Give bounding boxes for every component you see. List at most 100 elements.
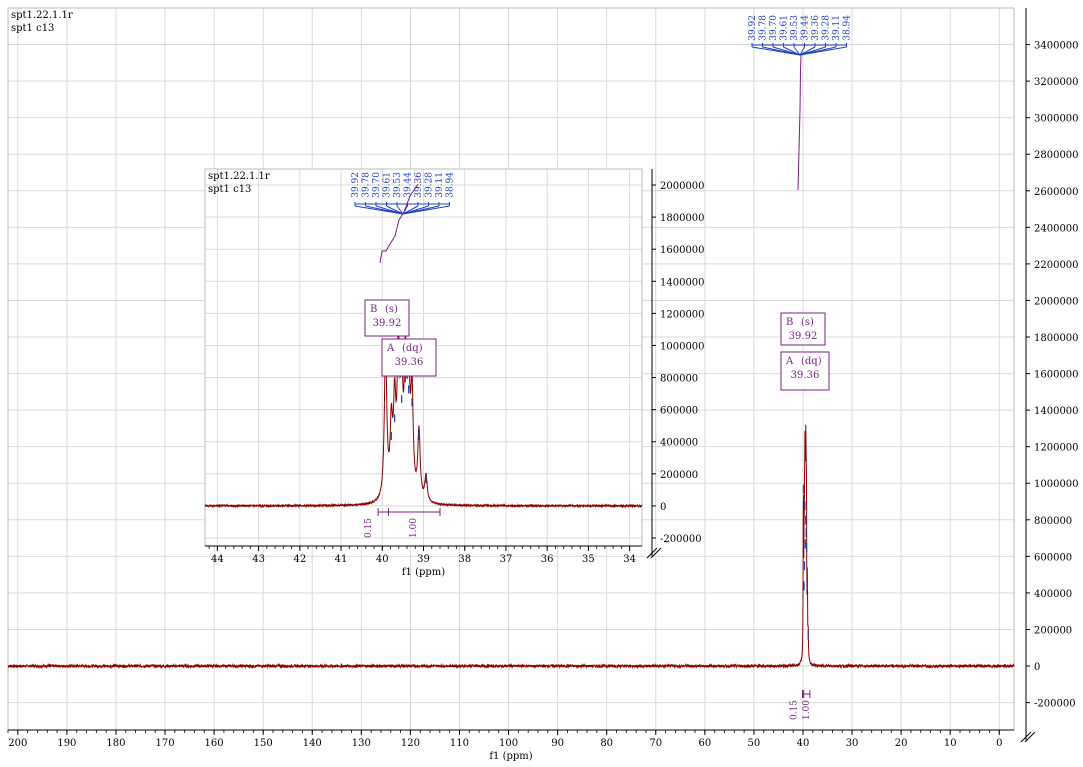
y-tick-label: 3400000 [1034,41,1079,52]
peak-label: 39.70 [769,15,779,41]
y-tick-label: 1200000 [1034,443,1079,454]
y-tick-label: 200000 [660,470,698,481]
spectrum-header: spt1 c13 [208,184,251,195]
x-tick-label: 40 [797,738,810,749]
y-tick-label: 1800000 [660,213,705,224]
x-tick-label: 70 [649,738,662,749]
integral-value: 1.00 [802,700,812,720]
y-tick-label: 1400000 [660,277,705,288]
y-tick-label: 0 [660,502,666,513]
x-tick-label: 100 [499,738,518,749]
x-tick-label: 36 [541,554,554,565]
x-tick-label: 50 [748,738,761,749]
integral-value: 0.15 [789,700,799,720]
peak-label: 39.28 [425,172,435,198]
multiplet-type: (s) [801,317,814,328]
peak-label: 39.36 [414,172,424,198]
x-tick-label: 43 [252,554,265,565]
y-tick-label: 1400000 [1034,406,1079,417]
x-tick-label: 20 [895,738,908,749]
multiplet-type: (s) [385,304,398,315]
multiplet-shift: 39.36 [395,357,424,368]
x-tick-label: 120 [401,738,420,749]
x-tick-label: 42 [293,554,306,565]
x-tick-label: 130 [352,738,371,749]
x-tick-label: 44 [211,554,224,565]
x-axis-label: f1 (ppm) [489,751,532,762]
y-tick-label: 1200000 [660,309,705,320]
spectrum-header: spt1.22.1.1r [11,10,73,21]
peak-label: 39.36 [811,15,821,41]
y-tick-label: 1600000 [1034,370,1079,381]
y-tick-label: 200000 [1034,625,1072,636]
y-tick-label: 400000 [660,438,698,449]
peak-label: 39.92 [748,15,758,41]
y-tick-label: -200000 [1034,699,1076,710]
x-tick-label: 10 [944,738,957,749]
y-tick-label: 3000000 [1034,114,1079,125]
peak-label: 39.78 [759,15,769,41]
multiplet-shift: 39.36 [791,370,820,381]
multiplet-letter: A [785,356,794,367]
x-tick-label: 30 [846,738,859,749]
y-tick-label: 2400000 [1034,223,1079,234]
x-tick-label: 110 [450,738,469,749]
peak-label: 39.53 [393,172,403,198]
x-tick-label: 150 [254,738,273,749]
x-tick-label: 40 [376,554,389,565]
x-tick-label: 34 [623,554,636,565]
x-tick-label: 0 [996,738,1002,749]
y-tick-label: 2000000 [1034,296,1079,307]
y-tick-label: 1600000 [660,245,705,256]
integral-value: 0.15 [364,518,374,538]
spectrum-header: spt1 c13 [11,23,54,34]
x-tick-label: 140 [303,738,322,749]
integral-value: 1.00 [409,518,419,538]
multiplet-type: (dq) [402,343,423,354]
x-tick-label: 180 [106,738,125,749]
peak-label: 39.28 [822,15,832,41]
y-tick-label: -200000 [660,534,702,545]
y-tick-label: 800000 [660,374,698,385]
inset-chart: 44 43 42 41 40 39 38 37 36 35 34 f1 (ppm) -200000 0 20… [205,169,705,578]
peak-label: 39.53 [790,15,800,41]
x-tick-label: 41 [335,554,348,565]
y-tick-label: 2000000 [660,181,705,192]
multiplet-shift: 39.92 [373,318,402,329]
x-tick-label: 39 [417,554,430,565]
peak-label: 39.61 [780,15,790,41]
peak-label: 39.61 [383,172,393,198]
x-tick-label: 38 [458,554,471,565]
x-tick-label: 160 [205,738,224,749]
multiplet-letter: B [370,304,377,315]
y-tick-label: 3200000 [1034,77,1079,88]
x-tick-label: 200 [8,738,27,749]
y-tick-label: 600000 [660,406,698,417]
y-tick-label: 600000 [1034,552,1072,563]
y-tick-label: 2200000 [1034,260,1079,271]
peak-label: 39.11 [832,15,842,41]
multiplet-letter: A [386,343,395,354]
multiplet-type: (dq) [801,356,822,367]
peak-label: 39.11 [435,172,445,198]
y-tick-label: 800000 [1034,516,1072,527]
integral-curve [798,55,801,190]
peak-label: 39.78 [362,172,372,198]
peak-label: 38.94 [843,15,853,41]
y-tick-label: 2800000 [1034,150,1079,161]
peak-label: 39.44 [801,15,811,41]
x-axis-label: f1 (ppm) [402,567,445,578]
y-tick-label: 1000000 [1034,479,1079,490]
x-tick-label: 80 [600,738,613,749]
peak-label: 39.92 [351,172,361,198]
x-tick-label: 35 [582,554,595,565]
peak-label: 38.94 [446,172,456,198]
x-tick-label: 170 [155,738,174,749]
x-tick-label: 90 [551,738,564,749]
y-tick-label: 0 [1034,662,1040,673]
y-tick-label: 1800000 [1034,333,1079,344]
x-tick-label: 37 [500,554,513,565]
multiplet-letter: B [786,317,793,328]
